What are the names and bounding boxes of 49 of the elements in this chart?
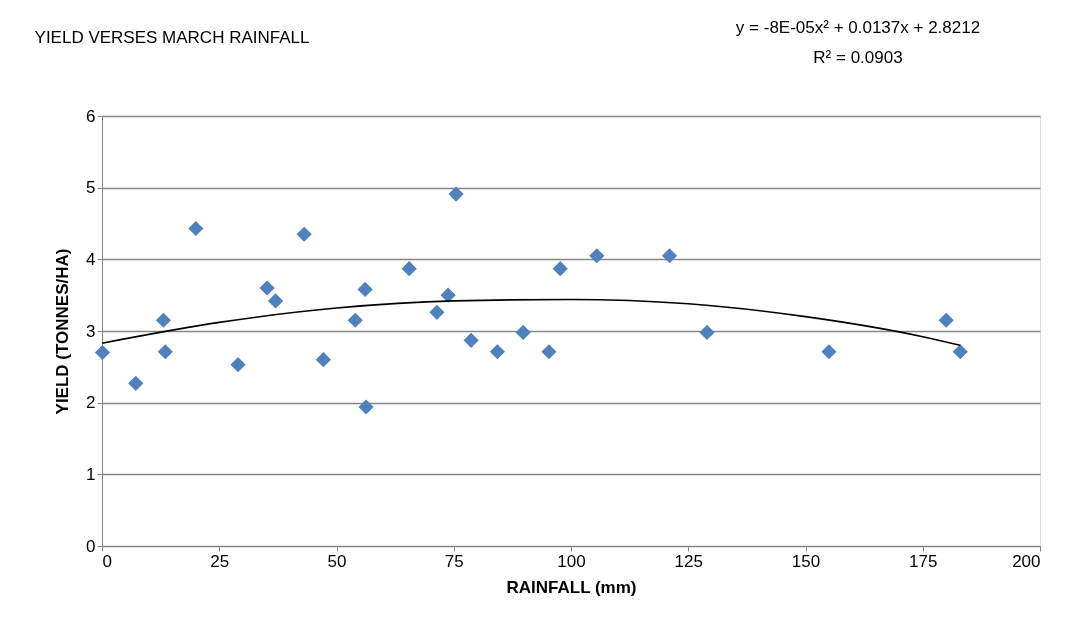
y-tick-label: 0 [86, 536, 96, 556]
point [448, 186, 464, 202]
point [315, 352, 331, 368]
point [94, 344, 111, 361]
x-tick-label: 100 [557, 551, 586, 571]
y-axis-title: YIELD (TONNES/HA) [53, 248, 73, 415]
y-tick-label: 6 [86, 106, 96, 126]
point [463, 332, 479, 348]
x-tick-label: 0 [102, 551, 112, 571]
point [952, 344, 968, 360]
y-tick-label: 2 [86, 393, 96, 413]
point [489, 344, 505, 360]
point [429, 304, 445, 320]
point [155, 312, 172, 328]
x-tick-label: 75 [444, 551, 464, 571]
point [157, 344, 173, 360]
point [188, 220, 204, 237]
chart-title: YIELD VERSES MARCH RAINFALL [34, 28, 310, 47]
x-tick-label: 25 [210, 551, 230, 571]
x-tick-label: 125 [674, 551, 703, 571]
point [259, 280, 275, 296]
text: R² = 0.0903 [813, 48, 903, 67]
point [347, 312, 363, 328]
y-tick-label: 5 [86, 178, 96, 198]
x-axis-title: RAINFALL (mm) [506, 577, 637, 597]
x-tick-label: 175 [909, 551, 938, 571]
point [296, 226, 312, 242]
y-tick-label: 1 [86, 464, 96, 484]
point [699, 324, 715, 341]
text: y = -8E-05x² + 0.0137x + 2.8212 [735, 18, 981, 37]
point [267, 293, 284, 309]
point [589, 248, 605, 264]
point [230, 357, 246, 373]
point [440, 287, 456, 303]
point [938, 312, 954, 328]
point [541, 344, 557, 360]
x-tick-label: 150 [791, 551, 821, 571]
point [552, 261, 568, 277]
point [821, 344, 837, 360]
point [357, 281, 373, 298]
point [661, 248, 678, 264]
x-tick-label: 200 [1012, 551, 1041, 571]
point [358, 399, 374, 415]
point [128, 375, 144, 391]
point [401, 261, 417, 277]
point [515, 324, 531, 341]
x-tick-label: 50 [327, 551, 347, 571]
y-tick-label: 3 [86, 321, 96, 341]
y-tick-label: 4 [86, 249, 96, 269]
